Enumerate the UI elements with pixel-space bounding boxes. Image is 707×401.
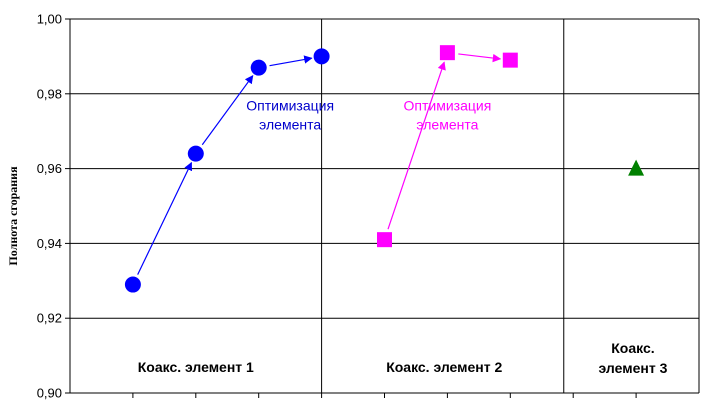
series-markers [124,45,645,293]
y-tick-label: 0,90 [37,386,62,401]
y-tick-label: 0,98 [37,86,62,101]
series-arrow [458,53,502,63]
annotation-text: Оптимизация элемента [404,98,492,133]
y-tick-label: 0,94 [37,236,62,251]
x-ticks [132,393,637,398]
y-tick-label: 0,96 [37,161,62,176]
y-tick-label: 0,92 [37,311,62,326]
series-arrows [137,53,502,275]
data-point-circle [124,276,141,293]
data-point-circle [250,59,267,76]
region-label: Коакс. элемент 3 [599,340,668,376]
data-point-square [377,232,392,248]
data-point-square [439,45,455,61]
series-arrow [387,61,446,230]
y-tick-label: 1,00 [37,12,62,27]
series-arrow [269,55,313,67]
annotations: Оптимизация элемента Оптимизация элемента [246,98,491,133]
data-point-square [502,52,518,68]
series-arrow [137,161,193,275]
y-axis-label: Полнота сгорания [6,166,20,266]
grid [70,18,699,319]
axes [65,18,700,394]
data-point-circle [313,48,330,65]
region-labels: Коакс. элемент 1 Коакс. элемент 2 Коакс. эл… [138,340,668,376]
region-label: Коакс. элемент 1 [138,359,254,375]
series-arrow [201,75,254,146]
region-dividers [321,19,565,393]
data-point-circle [187,145,204,162]
annotation-text: Оптимизация элемента [246,98,334,133]
y-tick-labels: 0,90 0,92 0,94 0,96 0,98 1,00 [37,12,62,401]
region-label: Коакс. элемент 2 [386,359,502,375]
data-point-triangle [628,159,645,176]
